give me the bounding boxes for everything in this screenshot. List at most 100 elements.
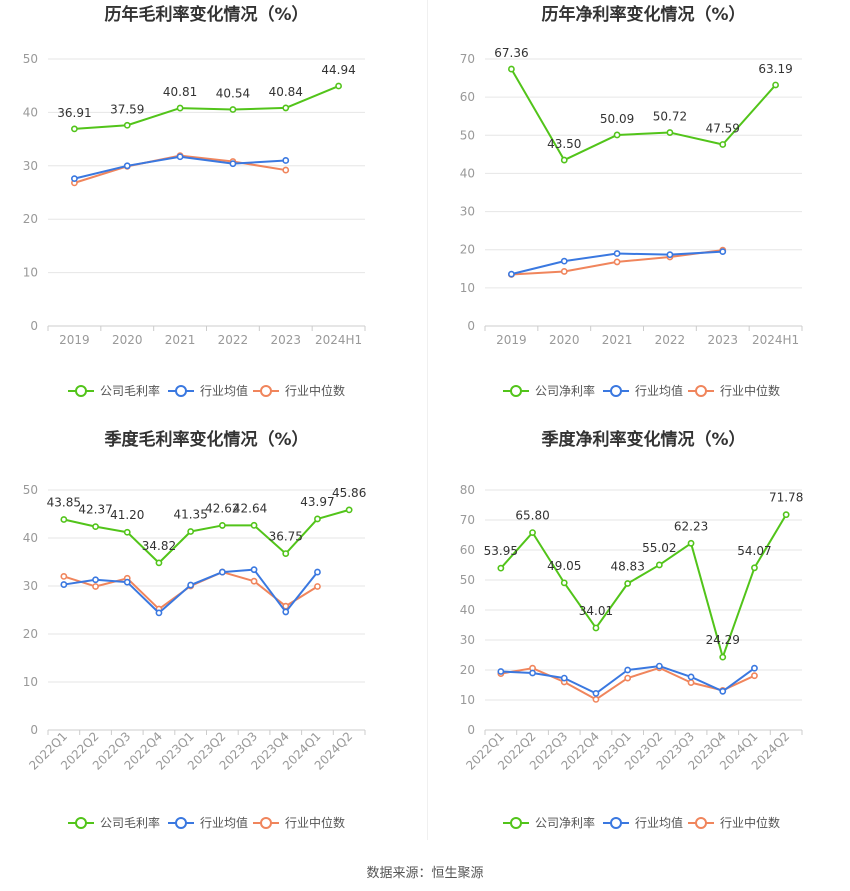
data-point-industry-avg[interactable] bbox=[92, 576, 99, 584]
legend-item-company[interactable]: 公司毛利率 bbox=[68, 815, 160, 830]
data-point-industry-avg[interactable] bbox=[719, 248, 727, 256]
data-point-industry-avg[interactable] bbox=[155, 609, 163, 617]
data-point-industry-avg[interactable] bbox=[719, 687, 727, 695]
chart-title: 季度净利率变化情况（%） bbox=[541, 429, 745, 450]
data-point-industry-avg[interactable] bbox=[655, 662, 663, 670]
data-point-industry-avg[interactable] bbox=[560, 257, 568, 265]
data-point-company[interactable] bbox=[71, 125, 78, 133]
legend-item-company[interactable]: 公司净利率 bbox=[503, 383, 595, 398]
legend-item-industry-median[interactable]: 行业中位数 bbox=[253, 383, 345, 398]
data-point-industry-avg[interactable] bbox=[666, 251, 674, 259]
data-point-company[interactable] bbox=[624, 580, 632, 587]
data-point-company[interactable] bbox=[218, 522, 226, 529]
legend-label: 公司净利率 bbox=[535, 383, 595, 398]
data-point-company[interactable] bbox=[123, 528, 131, 536]
x-tick-label: 2021 bbox=[165, 333, 196, 347]
data-point-industry-median[interactable] bbox=[92, 583, 99, 590]
legend-item-industry-median[interactable]: 行业中位数 bbox=[688, 815, 780, 830]
legend-marker-icon bbox=[175, 385, 187, 397]
data-point-company[interactable] bbox=[282, 550, 290, 558]
legend-item-industry-avg[interactable]: 行业均值 bbox=[168, 815, 248, 830]
data-point-company[interactable] bbox=[782, 511, 790, 519]
y-tick-label: 30 bbox=[460, 633, 475, 647]
data-point-company[interactable] bbox=[719, 653, 727, 661]
data-point-industry-avg[interactable] bbox=[229, 160, 237, 168]
data-point-company[interactable] bbox=[592, 624, 600, 632]
data-point-industry-median[interactable] bbox=[687, 679, 695, 686]
legend-item-industry-avg[interactable]: 行业均值 bbox=[168, 383, 248, 398]
legend-item-company[interactable]: 公司毛利率 bbox=[68, 383, 160, 398]
data-point-industry-avg[interactable] bbox=[560, 674, 568, 682]
data-point-industry-avg[interactable] bbox=[497, 668, 505, 675]
data-point-company[interactable] bbox=[666, 129, 674, 136]
data-point-industry-avg[interactable] bbox=[592, 689, 600, 697]
data-point-industry-avg[interactable] bbox=[282, 157, 290, 164]
data-point-industry-avg[interactable] bbox=[282, 608, 290, 616]
data-point-industry-avg[interactable] bbox=[314, 568, 321, 576]
data-point-industry-avg[interactable] bbox=[60, 581, 68, 588]
data-label: 41.35 bbox=[173, 508, 207, 522]
y-tick-label: 10 bbox=[460, 693, 475, 707]
legend-item-industry-avg[interactable]: 行业均值 bbox=[603, 383, 683, 398]
data-point-industry-avg[interactable] bbox=[751, 664, 758, 672]
data-point-industry-median[interactable] bbox=[314, 583, 321, 590]
data-point-industry-avg[interactable] bbox=[71, 175, 78, 183]
legend-label: 行业中位数 bbox=[720, 383, 780, 398]
legend-item-industry-median[interactable]: 行业中位数 bbox=[688, 383, 780, 398]
data-point-industry-avg[interactable] bbox=[613, 250, 621, 257]
data-point-company[interactable] bbox=[529, 529, 536, 536]
legend-marker-icon bbox=[75, 385, 87, 397]
data-point-company[interactable] bbox=[335, 82, 342, 90]
data-point-company[interactable] bbox=[719, 141, 727, 148]
data-point-company[interactable] bbox=[751, 564, 758, 572]
y-tick-label: 10 bbox=[23, 266, 38, 280]
data-point-company[interactable] bbox=[497, 564, 505, 572]
data-point-industry-avg[interactable] bbox=[123, 578, 131, 586]
data-point-industry-median[interactable] bbox=[560, 268, 568, 275]
data-label: 62.23 bbox=[674, 519, 708, 533]
y-tick-label: 50 bbox=[460, 573, 475, 587]
data-point-industry-avg[interactable] bbox=[687, 673, 695, 681]
legend-item-company[interactable]: 公司净利率 bbox=[503, 815, 595, 830]
data-point-industry-median[interactable] bbox=[751, 672, 758, 680]
legend-item-industry-avg[interactable]: 行业均值 bbox=[603, 815, 683, 830]
data-point-industry-median[interactable] bbox=[282, 166, 290, 174]
data-point-company[interactable] bbox=[655, 561, 663, 569]
data-point-company[interactable] bbox=[176, 104, 184, 112]
data-point-industry-avg[interactable] bbox=[187, 581, 195, 589]
data-point-company[interactable] bbox=[282, 104, 290, 112]
data-point-industry-avg[interactable] bbox=[250, 566, 258, 574]
data-point-industry-avg[interactable] bbox=[529, 669, 536, 677]
data-point-industry-avg[interactable] bbox=[218, 568, 226, 576]
data-point-company[interactable] bbox=[92, 523, 99, 531]
data-point-company[interactable] bbox=[60, 516, 68, 523]
data-point-company[interactable] bbox=[314, 515, 321, 523]
data-point-company[interactable] bbox=[613, 131, 621, 139]
data-point-company[interactable] bbox=[155, 559, 163, 567]
data-point-company[interactable] bbox=[123, 121, 131, 129]
data-point-industry-median[interactable] bbox=[613, 258, 621, 266]
data-label: 71.78 bbox=[769, 491, 803, 505]
data-point-company[interactable] bbox=[345, 506, 353, 514]
data-point-company[interactable] bbox=[687, 539, 695, 547]
data-point-industry-median[interactable] bbox=[250, 577, 258, 585]
series-line-company bbox=[510, 68, 777, 162]
data-point-industry-median[interactable] bbox=[624, 674, 632, 682]
legend-label: 公司净利率 bbox=[535, 815, 595, 830]
data-point-industry-median[interactable] bbox=[592, 695, 600, 703]
data-point-industry-avg[interactable] bbox=[508, 270, 515, 278]
data-point-company[interactable] bbox=[560, 579, 568, 587]
data-label: 50.72 bbox=[653, 110, 687, 124]
data-point-company[interactable] bbox=[560, 156, 568, 164]
data-point-company[interactable] bbox=[508, 65, 515, 73]
data-point-company[interactable] bbox=[250, 521, 258, 529]
data-point-company[interactable] bbox=[229, 106, 237, 113]
data-point-industry-avg[interactable] bbox=[176, 153, 184, 161]
data-point-industry-median[interactable] bbox=[60, 572, 68, 580]
data-point-company[interactable] bbox=[772, 81, 779, 89]
data-point-industry-avg[interactable] bbox=[624, 666, 632, 674]
legend-item-industry-median[interactable]: 行业中位数 bbox=[253, 815, 345, 830]
data-point-industry-avg[interactable] bbox=[123, 162, 131, 170]
data-point-company[interactable] bbox=[187, 528, 195, 535]
y-tick-label: 30 bbox=[23, 159, 38, 173]
